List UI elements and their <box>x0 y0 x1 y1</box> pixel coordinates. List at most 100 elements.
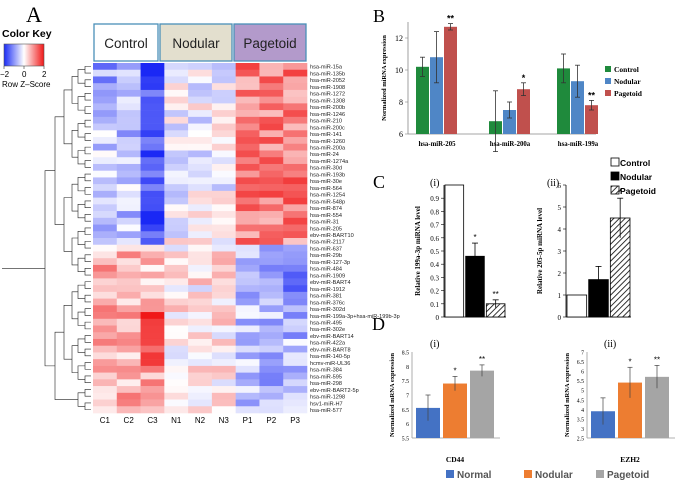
heatmap-cell <box>164 291 189 299</box>
heatmap-cell <box>283 298 308 306</box>
heatmap-cell <box>93 123 118 131</box>
heatmap-cell <box>259 285 284 293</box>
row-label: hsa-miR-30e <box>310 179 342 185</box>
b-bar-control <box>557 68 570 134</box>
heatmap-cell <box>235 338 260 346</box>
d-y-tick-label: 7 <box>406 394 409 400</box>
heatmap-cell <box>235 150 260 158</box>
dendrogram-branch <box>84 187 91 195</box>
heatmap-cell <box>259 298 284 306</box>
heatmap-cell <box>116 291 141 299</box>
c-y-tick-label: 0.6 <box>430 235 439 243</box>
heatmap-cell <box>140 406 165 414</box>
heatmap-cell <box>235 359 260 367</box>
b-legend-swatch <box>605 66 611 72</box>
heatmap-cell <box>211 96 236 104</box>
heatmap-cell <box>93 190 118 198</box>
c-sublabel: (i) <box>430 178 439 189</box>
heatmap-cell <box>283 338 308 346</box>
heatmap-cell <box>140 352 165 360</box>
heatmap-cell <box>259 258 284 266</box>
heatmap-cell <box>140 83 165 91</box>
heatmap-cell <box>164 83 189 91</box>
c-legend-label: Control <box>620 158 650 168</box>
heatmap-cell <box>164 338 189 346</box>
dendrogram-branch <box>71 345 78 373</box>
heatmap-cell <box>93 325 118 333</box>
heatmap-cell <box>188 157 213 165</box>
heatmap-cell <box>235 231 260 239</box>
heatmap-cell <box>211 291 236 299</box>
row-label: hsa-miR-564 <box>310 186 342 192</box>
heatmap-cell <box>140 69 165 77</box>
heatmap-cell <box>164 190 189 198</box>
heatmap-cell <box>116 365 141 373</box>
heatmap-cell <box>283 157 308 165</box>
heatmap-cell <box>93 312 118 320</box>
heatmap-cell <box>116 392 141 400</box>
dendrogram-branch <box>63 197 72 252</box>
heatmap-cell <box>211 264 236 272</box>
row-label: hsa-miR-495 <box>310 320 342 326</box>
c-y-tick-label: 1 <box>558 292 562 300</box>
heatmap-cell <box>164 184 189 192</box>
heatmap-cell <box>211 76 236 84</box>
d-y-tick-label: 2.5 <box>577 437 584 443</box>
heatmap-cell <box>235 217 260 225</box>
group-header-control <box>93 23 159 62</box>
heatmap-cell <box>140 157 165 165</box>
heatmap-cell <box>283 379 308 387</box>
heatmap-cell <box>93 386 118 394</box>
heatmap-cell <box>235 258 260 266</box>
heatmap-cell <box>283 69 308 77</box>
c-y-tick-label: 3 <box>558 248 562 256</box>
heatmap-cell <box>93 96 118 104</box>
heatmap-cell <box>259 231 284 239</box>
heatmap-cell <box>211 89 236 97</box>
heatmap-cell <box>164 372 189 380</box>
heatmap-cell <box>93 244 118 252</box>
heatmap-cell <box>140 123 165 131</box>
row-label: hsa-miR-15a <box>310 65 343 71</box>
heatmap-cell <box>164 157 189 165</box>
heatmap-cell <box>140 96 165 104</box>
dendrogram-branch <box>84 375 91 384</box>
row-label: hsa-miR-1298 <box>310 395 345 401</box>
heatmap-cell <box>259 204 284 212</box>
dendrogram-branch <box>77 230 85 246</box>
heatmap-cell <box>164 123 189 131</box>
heatmap-cell <box>283 258 308 266</box>
heatmap-cell <box>211 197 236 205</box>
heatmap-cell <box>283 332 308 340</box>
heatmap-cell <box>116 352 141 360</box>
d-y-tick-label: 3.5 <box>577 417 584 423</box>
heatmap-cell <box>188 177 213 185</box>
heatmap-cell <box>188 103 213 111</box>
b-legend-label: Pagetoid <box>614 89 643 98</box>
heatmap-cell <box>235 137 260 145</box>
heatmap-cell <box>164 312 189 320</box>
b-significance: * <box>522 73 526 83</box>
heatmap-cell <box>188 318 213 326</box>
heatmap-cell <box>188 184 213 192</box>
heatmap-cell <box>164 103 189 111</box>
heatmap-cell <box>140 338 165 346</box>
heatmap-cell <box>211 204 236 212</box>
heatmap-cell <box>211 386 236 394</box>
heatmap-cell <box>188 244 213 252</box>
c-y-tick-label: 0 <box>558 314 562 322</box>
heatmap-cell <box>259 83 284 91</box>
heatmap-cell <box>259 386 284 394</box>
heatmap-cell <box>140 110 165 118</box>
dendrogram-branch <box>77 311 85 326</box>
heatmap-cell <box>140 63 165 71</box>
heatmap-cell <box>164 177 189 185</box>
heatmap-cell <box>211 177 236 185</box>
heatmap-cell <box>283 224 308 232</box>
heatmap-cell <box>116 244 141 252</box>
c-bar <box>444 184 465 318</box>
heatmap-cell <box>140 150 165 158</box>
row-label: ebv-miR-BART8 <box>310 347 351 353</box>
heatmap-cell <box>283 96 308 104</box>
dendrogram-branch <box>84 106 91 114</box>
